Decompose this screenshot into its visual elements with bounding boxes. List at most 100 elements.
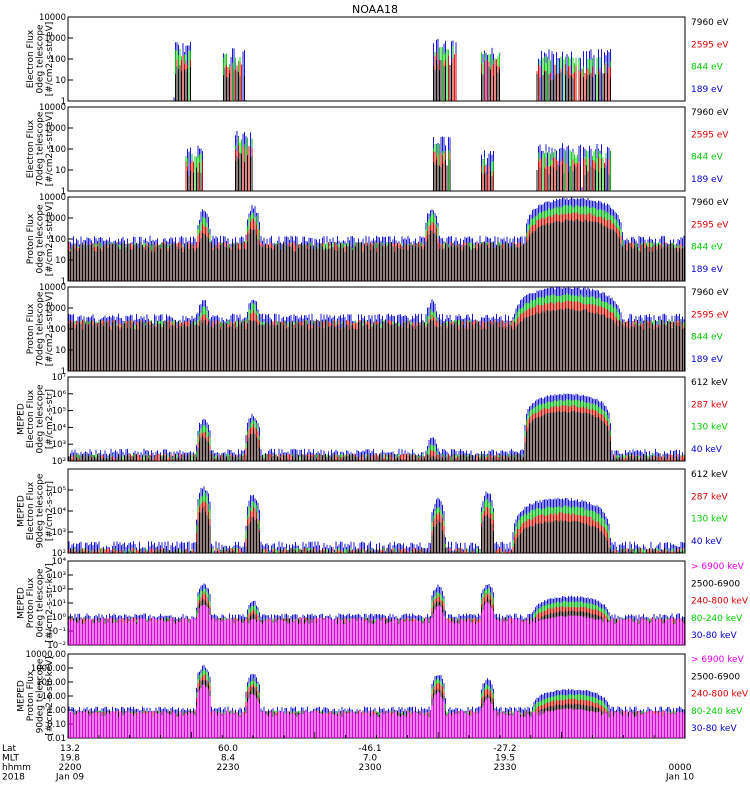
time-row-label: 2018: [2, 773, 25, 783]
series-287-kev: [68, 405, 685, 461]
legend-7960-ev: 7960 eV: [691, 198, 729, 208]
series-189-ev: [185, 130, 611, 191]
legend-189-ev: 189 eV: [691, 85, 724, 95]
series-40-kev: [68, 393, 685, 461]
time-row-value: 2300: [359, 763, 382, 773]
legend-287-kev: 287 keV: [691, 400, 728, 410]
y-axis-label-line: Electron Flux: [26, 119, 36, 178]
series-844-ev: [185, 137, 611, 191]
legend-130-kev: 130 keV: [691, 515, 728, 525]
y-axis-label-line: 0deg telescope: [36, 24, 46, 94]
series-7960-ev: [68, 219, 685, 281]
y-axis-label-line: Proton Flux: [26, 213, 36, 264]
y-tick-label: 1: [61, 367, 66, 377]
y-tick-label: 10000: [39, 103, 66, 113]
legend-7960-ev: 7960 eV: [691, 108, 729, 118]
time-row-value: 60.0: [218, 744, 238, 754]
legend-40-kev: 40 keV: [691, 537, 723, 547]
legend-30-80-kev: 30-80 keV: [691, 724, 737, 734]
legend-612-kev: 612 keV: [691, 470, 728, 480]
legend-287-kev: 287 keV: [691, 492, 728, 502]
time-row-value: 19.8: [60, 754, 80, 764]
series-7960-ev: [187, 152, 610, 191]
legend-189-ev: 189 eV: [691, 355, 724, 365]
series-2595-ev: [176, 52, 611, 101]
y-tick-label: 10²: [52, 457, 66, 467]
y-tick-label: 10³: [52, 440, 66, 450]
ylabel-group: MEPED Proton Flux 0deg telescope [#/cm2-s-s…: [17, 563, 56, 642]
legend-40-kev: 40 keV: [691, 445, 723, 455]
y-tick-label: 10⁵: [52, 407, 66, 417]
legend-240-800-kev: 240-800 keV: [691, 597, 749, 607]
ylabel-group: Electron Flux 0deg telescope [#/cm2-s-str-…: [26, 22, 55, 97]
series-130-kev: [68, 491, 685, 553]
y-tick-label: 10: [55, 76, 66, 86]
time-row-label: MLT: [2, 754, 20, 764]
time-axis-footer: Lat 13.2 60.0 -46.1 -27.2 MLT 19.8 8.4 7.0 19.5 hh…: [2, 732, 694, 783]
y-axis-label-line: [#/cm2-s-str-eV]: [45, 292, 55, 367]
y-tick-label: 10⁰: [52, 613, 67, 623]
y-axis-label-line: Electron Flux: [26, 389, 36, 448]
y-tick-label: 100: [50, 325, 66, 335]
y-axis-label-line: Electron Flux: [26, 29, 36, 88]
y-axis-label-line: 0deg telescope: [36, 204, 46, 274]
ylabel-group: Proton Flux 70deg telescope [#/cm2-s-str-e…: [26, 291, 55, 366]
ylabel-group: Proton Flux 0deg telescope [#/cm2-s-str-eV…: [26, 202, 55, 277]
y-tick-label: 10⁻¹: [47, 627, 66, 637]
time-row-value: 2200: [59, 763, 82, 773]
y-axis-label-line: Proton Flux: [26, 303, 36, 354]
y-tick-label: 10: [55, 166, 66, 176]
series-189-ev: [173, 38, 611, 101]
y-axis-label-line: 0deg telescope: [36, 384, 46, 454]
y-tick-label: 100: [50, 145, 66, 155]
y-tick-label: 100: [50, 235, 66, 245]
y-axis-label-line: [#/cm2-s-str-keV]: [45, 563, 55, 642]
time-row-value: 2230: [217, 763, 240, 773]
y-tick-label: 10000: [39, 193, 66, 203]
y-tick-label: 10¹: [52, 599, 66, 609]
y-axis-label-line: 90deg telescope: [36, 658, 46, 733]
y-tick-label: 1: [61, 277, 66, 287]
y-tick-label: 10000: [39, 13, 66, 23]
y-tick-label: 10.00: [42, 692, 66, 702]
ylabel-group: MEPED Electron Flux 90deg telescope [#/cm2-…: [17, 473, 56, 548]
series-844-ev: [175, 45, 611, 101]
legend-130-kev: 130 keV: [691, 423, 728, 433]
legend-189-ev: 189 eV: [691, 175, 724, 185]
y-tick-label: 10: [55, 346, 66, 356]
y-axis-label-line: [#/cm2-s-str]: [45, 481, 55, 541]
time-row-value: Jan 10: [665, 773, 694, 783]
time-row-value: -27.2: [493, 744, 516, 754]
ylabel-group: MEPED Electron Flux 0deg telescope [#/cm2-s…: [17, 384, 56, 454]
legend-240-800-kev: 240-800 keV: [691, 690, 749, 700]
y-axis-label-line: MEPED: [17, 680, 27, 712]
y-tick-label: 10: [55, 256, 66, 266]
series-40-kev: [68, 486, 685, 553]
time-row-value: 7.0: [363, 754, 378, 764]
y-tick-label: 1.00: [47, 706, 66, 716]
series--6900-kev: [68, 601, 685, 645]
y-tick-label: 10⁴: [52, 507, 67, 517]
series-612-kev: [70, 506, 683, 553]
y-axis-label-line: Electron Flux: [26, 481, 36, 540]
y-tick-label: 1: [61, 187, 66, 197]
y-axis-label-line: MEPED: [17, 587, 27, 619]
series--6900-kev: [68, 684, 685, 738]
series-612-kev: [68, 410, 685, 461]
legend-30-80-kev: 30-80 keV: [691, 631, 737, 641]
y-axis-label-line: 0deg telescope: [36, 568, 46, 638]
time-row-label: hhmm: [2, 763, 31, 773]
legend-2595-ev: 2595 eV: [691, 220, 729, 230]
plot-title: NOAA18: [352, 3, 398, 16]
legend-2500-6900: 2500-6900: [691, 672, 740, 682]
y-tick-label: 1000: [44, 124, 66, 134]
y-tick-label: 1000: [44, 214, 66, 224]
y-axis-label-line: 70deg telescope: [36, 111, 46, 186]
ylabel-group: MEPED Proton Flux 90deg telescope [#/cm2-s-…: [17, 656, 56, 735]
ylabel-group: Electron Flux 70deg telescope [#/cm2-s-str…: [26, 111, 55, 186]
time-row-value: 0000: [669, 763, 692, 773]
y-tick-label: 1000: [44, 34, 66, 44]
